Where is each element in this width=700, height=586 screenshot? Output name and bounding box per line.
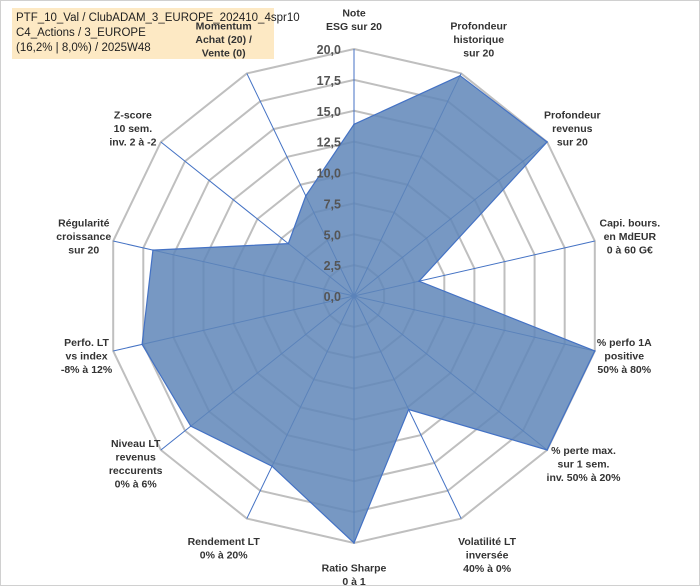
- data-point-12: [287, 242, 290, 245]
- axis-label-line: Note: [342, 8, 365, 20]
- data-point-7: [353, 542, 355, 544]
- axis-label-line: Capi. bours.: [600, 217, 661, 229]
- axis-label-4: % perfo 1A positive 50% à 80%: [597, 337, 652, 376]
- axis-label-line: Régularité: [58, 217, 110, 229]
- info-line-category: C4_Actions / 3_EUROPE: [16, 27, 146, 39]
- radar-axis-labels: Note ESG sur 20 Profondeur historique sur 20…: [56, 8, 660, 586]
- data-point-13: [304, 195, 307, 197]
- axis-label-line: 0% à 6%: [115, 479, 158, 491]
- tick-label-2: 5,0: [324, 228, 341, 242]
- axis-label-line: Volatilité LT: [458, 536, 517, 548]
- data-point-10: [141, 343, 143, 346]
- axis-label-line: Vente (0): [202, 48, 246, 60]
- axis-label-line: sur 1 sem.: [558, 458, 610, 470]
- info-line-performance: (16,2% | 8,0%) / 2025W48: [16, 42, 151, 54]
- axis-label-line: inv. 50% à 20%: [547, 472, 622, 484]
- data-point-11: [152, 249, 154, 251]
- tick-label-7: 17,5: [317, 74, 341, 88]
- axis-label-line: ESG sur 20: [326, 21, 382, 33]
- axis-label-11: Régularité croissance sur 20: [56, 217, 111, 256]
- tick-label-4: 10,0: [317, 167, 341, 181]
- axis-label-6: Volatilité LT inversée 40% à 0%: [458, 536, 517, 575]
- axis-label-line: % perfo 1A: [597, 337, 652, 349]
- axis-label-line: revenus: [552, 123, 592, 135]
- data-point-9: [190, 425, 192, 427]
- radar-tick-labels: 0,0 2,5 5,0 7,5 10,0 12,5 15,0 17,5 20,0: [317, 43, 341, 304]
- axis-label-line: Profondeur: [450, 21, 507, 33]
- axis-label-line: Perfo. LT: [64, 337, 109, 349]
- axis-label-line: sur 20: [68, 244, 99, 256]
- axis-label-2: Profondeur revenus sur 20: [544, 110, 601, 149]
- tick-label-5: 12,5: [317, 136, 341, 150]
- axis-label-0: Note ESG sur 20: [326, 8, 382, 34]
- info-line-portfolio: PTF_10_Val / ClubADAM_3_EUROPE_202410_4s…: [16, 12, 300, 24]
- axis-label-line: 50% à 80%: [597, 364, 651, 376]
- axis-label-13: Momentum Achat (20) / Vente (0): [195, 21, 252, 60]
- axis-label-line: historique: [453, 34, 504, 46]
- axis-label-line: Niveau LT: [111, 438, 161, 450]
- axis-label-line: sur 20: [463, 48, 494, 60]
- axis-label-line: croissance: [56, 231, 111, 243]
- data-point-6: [407, 408, 410, 411]
- axis-label-line: revenus: [116, 452, 156, 464]
- axis-label-9: Niveau LT revenus reccurents 0% à 6%: [109, 438, 163, 491]
- data-point-1: [459, 74, 461, 77]
- axis-label-line: inv. 2 à -2: [109, 137, 156, 149]
- axis-label-line: Z-score: [114, 110, 152, 122]
- data-point-8: [271, 465, 273, 468]
- axis-label-line: 0 à 1: [342, 576, 366, 585]
- axis-label-line: 0 à 60 G€: [607, 244, 653, 256]
- axis-label-line: Profondeur: [544, 110, 601, 122]
- axis-label-3: Capi. bours. en MdEUR 0 à 60 G€: [600, 217, 661, 256]
- axis-label-line: Rendement LT: [188, 536, 261, 548]
- tick-label-1: 2,5: [324, 259, 341, 273]
- axis-label-line: 0% à 20%: [200, 549, 249, 561]
- axis-label-line: Ratio Sharpe: [322, 563, 387, 575]
- axis-label-12: Z-score 10 sem. inv. 2 à -2: [109, 110, 156, 149]
- data-point-3: [418, 280, 420, 282]
- axis-label-line: sur 20: [557, 137, 588, 149]
- axis-label-line: positive: [604, 351, 644, 363]
- radar-series: [141, 74, 596, 545]
- tick-label-0: 0,0: [324, 290, 341, 304]
- tick-label-8: 20,0: [317, 43, 341, 57]
- axis-label-line: Momentum: [196, 21, 252, 33]
- axis-label-line: 40% à 0%: [463, 563, 512, 575]
- portfolio-info-box: PTF_10_Val / ClubADAM_3_EUROPE_202410_4s…: [12, 8, 300, 59]
- axis-label-5: % perte max. sur 1 sem. inv. 50% à 20%: [547, 445, 622, 484]
- series-area: [141, 74, 596, 545]
- axis-label-line: -8% à 12%: [61, 364, 113, 376]
- data-point-4: [594, 350, 596, 352]
- axis-label-line: inversée: [466, 549, 509, 561]
- data-point-5: [546, 449, 548, 451]
- axis-label-line: reccurents: [109, 465, 163, 477]
- axis-label-line: Achat (20) /: [195, 34, 252, 46]
- axis-label-7: Ratio Sharpe 0 à 1: [322, 563, 387, 586]
- data-point-0: [353, 123, 355, 126]
- axis-label-line: vs index: [66, 351, 108, 363]
- tick-label-6: 15,0: [317, 105, 341, 119]
- data-point-2: [546, 141, 548, 143]
- axis-label-8: Rendement LT 0% à 20%: [188, 536, 261, 562]
- axis-label-1: Profondeur historique sur 20: [450, 21, 507, 60]
- axis-label-line: % perte max.: [551, 445, 616, 457]
- axis-label-10: Perfo. LT vs index -8% à 12%: [61, 337, 113, 376]
- axis-label-line: en MdEUR: [604, 231, 657, 243]
- axis-label-line: 10 sem.: [114, 123, 153, 135]
- tick-label-3: 7,5: [324, 197, 341, 211]
